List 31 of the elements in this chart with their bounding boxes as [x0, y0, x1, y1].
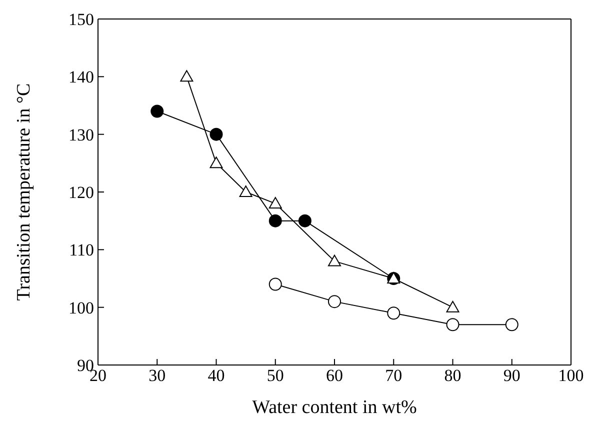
point: [268, 214, 282, 228]
y-tick-label: 130: [68, 125, 94, 144]
point: [505, 318, 518, 332]
point: [387, 306, 400, 320]
x-tick-label: 90: [503, 366, 520, 386]
x-tick-label: 30: [148, 366, 166, 386]
point: [210, 128, 223, 141]
y-tick-label: 110: [69, 240, 94, 260]
y-axis-title: Transition temperature in °C: [14, 83, 35, 301]
point: [180, 70, 194, 82]
point: [298, 214, 312, 228]
x-tick-label: 60: [326, 366, 343, 386]
point: [328, 254, 341, 266]
x-tick-label: 50: [266, 366, 284, 386]
point: [328, 295, 341, 308]
x-axis-title: Water content in wt%: [252, 397, 417, 418]
point: [446, 300, 460, 312]
point: [446, 318, 460, 332]
x-tick-label: 80: [444, 366, 462, 386]
point: [268, 197, 282, 209]
y-tick-label: 100: [68, 298, 94, 318]
x-tick-label: 40: [208, 366, 225, 386]
x-tick-label: 70: [385, 366, 402, 386]
x-tick-label: 100: [558, 366, 584, 386]
y-tick-label: 150: [68, 10, 94, 30]
point: [239, 186, 252, 197]
y-tick-label: 140: [68, 68, 94, 87]
y-tick-label: 120: [68, 183, 94, 202]
point: [268, 278, 282, 291]
point: [150, 104, 164, 118]
point: [210, 156, 223, 168]
